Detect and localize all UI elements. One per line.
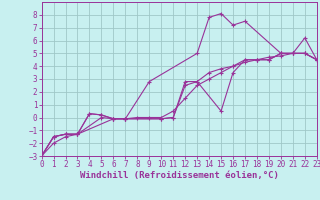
X-axis label: Windchill (Refroidissement éolien,°C): Windchill (Refroidissement éolien,°C) (80, 171, 279, 180)
